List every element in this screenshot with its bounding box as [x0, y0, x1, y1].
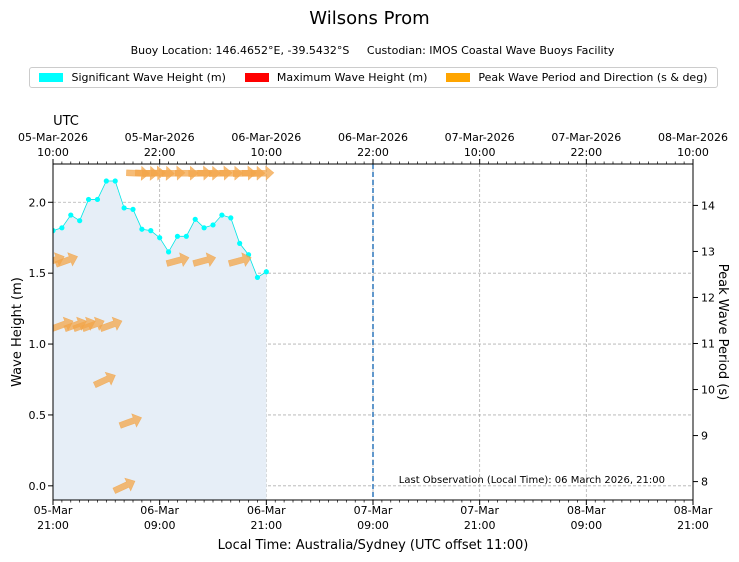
wave-height-point: [121, 205, 127, 211]
top-tick-label: 10:00: [37, 146, 69, 159]
y2-tick-label: 9: [701, 430, 708, 443]
wave-height-point: [228, 215, 234, 221]
plot-frame: [52, 163, 694, 501]
peak-period-arrow: [165, 252, 190, 267]
wave-height-point: [59, 225, 65, 231]
legend-swatch-red: [244, 73, 269, 82]
peak-period-arrow: [54, 252, 78, 268]
top-tick-label: 06-Mar-2026: [338, 131, 408, 144]
y2-tick-label: 12: [701, 291, 715, 304]
top-tick-label: 10:00: [677, 146, 709, 159]
wave-height-point: [112, 178, 118, 184]
wave-height-point: [77, 218, 83, 224]
wave-height-point: [201, 225, 207, 231]
wave-height-point: [192, 216, 198, 222]
peak-period-arrow: [175, 165, 199, 181]
x-tick-label: 06-Mar: [247, 504, 286, 517]
x-tick-label: 06-Mar: [140, 504, 179, 517]
wave-height-point: [68, 212, 74, 218]
y2-tick-label: 8: [701, 476, 708, 489]
y-axis-label: Wave Height (m): [10, 277, 25, 387]
chart-title: Wilsons Prom: [309, 8, 430, 29]
legend-item-peak-wave-period: Peak Wave Period and Direction (s & deg): [446, 71, 707, 84]
peak-period-arrow: [219, 165, 244, 181]
x-tick-label: 21:00: [677, 519, 709, 532]
legend-label: Peak Wave Period and Direction (s & deg): [478, 71, 708, 84]
wave-height-point: [157, 235, 163, 241]
x-tick-label: 08-Mar: [674, 504, 713, 517]
legend-swatch-cyan: [39, 73, 64, 82]
x-tick-label: 21:00: [37, 519, 69, 532]
y2-tick-label: 11: [701, 338, 715, 351]
peak-period-arrow: [112, 477, 136, 494]
x-tick-label: 21:00: [250, 519, 282, 532]
x-tick-label: 21:00: [464, 519, 496, 532]
top-tick-label: 22:00: [357, 146, 389, 159]
wave-height-point: [94, 196, 101, 203]
wave-height-point: [219, 212, 225, 218]
x-tick-label: 09:00: [144, 519, 176, 532]
wave-height-point: [130, 206, 136, 212]
top-tick-label: 10:00: [464, 146, 496, 159]
wave-height-point: [165, 249, 172, 255]
y-tick-label: 0.0: [29, 480, 47, 493]
x-tick-label: 09:00: [357, 519, 389, 532]
top-tick-label: 07-Mar-2026: [551, 131, 621, 144]
legend-label: Significant Wave Height (m): [71, 71, 226, 84]
wave-height-point: [53, 228, 56, 234]
peak-period-arrow: [192, 252, 217, 267]
legend-label: Maximum Wave Height (m): [276, 71, 428, 84]
peak-period-arrow: [92, 371, 116, 389]
x-tick-label: 05-Mar: [34, 504, 73, 517]
wave-height-point: [85, 196, 92, 203]
top-tick-label: 08-Mar-2026: [658, 131, 728, 144]
wave-height-point: [237, 240, 243, 246]
x-axis-label: Local Time: Australia/Sydney (UTC offset…: [218, 538, 529, 553]
last-observation-annotation: Last Observation (Local Time): 06 March …: [399, 475, 665, 486]
top-tick-label: 07-Mar-2026: [445, 131, 515, 144]
top-tick-label: 06-Mar-2026: [231, 131, 301, 144]
x-tick-label: 09:00: [570, 519, 602, 532]
y-tick-label: 2.0: [29, 196, 47, 209]
wave-height-point: [210, 222, 216, 228]
y-tick-label: 1.0: [29, 338, 47, 351]
wave-height-point: [148, 228, 154, 234]
x-tick-label: 07-Mar: [460, 504, 499, 517]
y2-tick-label: 14: [701, 199, 715, 212]
x-tick-label: 08-Mar: [567, 504, 606, 517]
top-tick-label: 05-Mar-2026: [18, 131, 88, 144]
legend-item-maximum-wave-height: Maximum Wave Height (m): [244, 71, 428, 84]
wave-height-point: [174, 233, 181, 239]
peak-period-arrow: [227, 252, 252, 267]
wave-height-point: [254, 274, 261, 281]
legend: Significant Wave Height (m) Maximum Wave…: [29, 67, 718, 88]
legend-item-significant-wave-height: Significant Wave Height (m): [39, 71, 226, 84]
y-tick-label: 0.5: [29, 409, 47, 422]
top-tick-label: 22:00: [144, 146, 176, 159]
y2-tick-label: 13: [701, 245, 715, 258]
y2-axis-label: Peak Wave Period (s): [715, 264, 730, 400]
top-tick-label: 10:00: [250, 146, 282, 159]
legend-swatch-orange: [446, 73, 471, 82]
top-tick-label: 22:00: [570, 146, 602, 159]
peak-period-arrow: [250, 165, 275, 181]
wave-height-point: [183, 233, 189, 239]
peak-period-arrow: [118, 413, 142, 429]
top-axis-label: UTC: [53, 114, 79, 129]
y-tick-label: 1.5: [29, 267, 47, 280]
buoy-info: Buoy Location: 146.4652°E, -39.5432°S Cu…: [130, 44, 615, 57]
wave-height-point: [103, 178, 109, 184]
peak-period-arrow: [99, 316, 123, 332]
top-tick-label: 05-Mar-2026: [125, 131, 195, 144]
y2-tick-label: 10: [701, 384, 715, 397]
wave-height-point: [263, 269, 269, 275]
wave-height-point: [139, 226, 145, 232]
x-tick-label: 07-Mar: [354, 504, 393, 517]
